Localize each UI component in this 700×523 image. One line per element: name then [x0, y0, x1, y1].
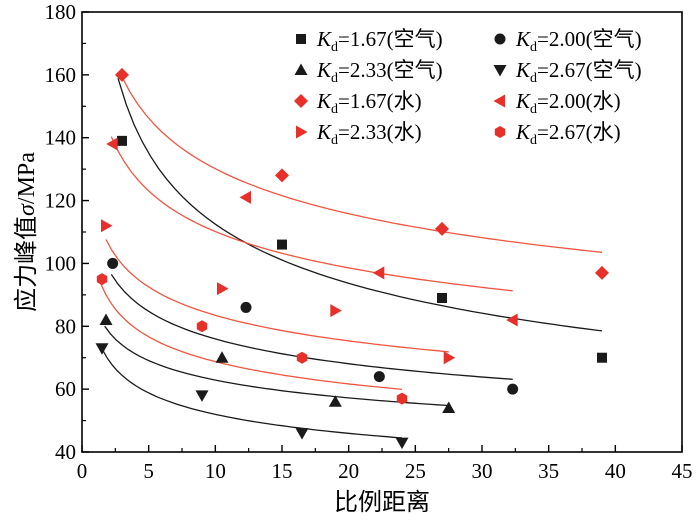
legend-marker-series-7 [296, 125, 308, 139]
data-point-series-4 [395, 437, 409, 450]
data-point-series-6 [239, 190, 251, 204]
legend-label-series-4: Kd=2.67(空气) [515, 58, 642, 86]
data-point-series-4 [95, 343, 109, 355]
legend-marker-series-4 [493, 65, 507, 77]
y-tick-label: 80 [55, 314, 76, 338]
x-tick-label: 0 [77, 459, 88, 483]
data-point-series-3 [442, 401, 456, 413]
x-tick-label: 35 [538, 459, 559, 483]
y-tick-label: 40 [55, 440, 76, 464]
x-tick-label: 40 [605, 459, 626, 483]
legend-marker-series-3 [294, 63, 308, 75]
x-tick-label: 25 [405, 459, 426, 483]
legend-label-series-1: Kd=1.67(空气) [316, 27, 443, 55]
data-point-series-3 [328, 395, 342, 407]
data-point-series-1 [597, 352, 607, 363]
y-tick-label: 160 [45, 63, 77, 87]
data-point-series-4 [195, 390, 209, 402]
legend-label-series-5: Kd=1.67(水) [316, 89, 422, 117]
legend-marker-series-6 [493, 94, 505, 108]
y-tick-label: 140 [45, 126, 77, 150]
data-point-series-6 [372, 266, 385, 280]
data-point-series-2 [240, 301, 252, 313]
y-tick-label: 180 [45, 0, 77, 24]
fit-curves [100, 76, 603, 439]
y-tick-label: 100 [45, 251, 77, 275]
data-point-series-3 [99, 313, 113, 325]
legend-marker-series-1 [296, 34, 306, 44]
legend-marker-series-2 [494, 33, 506, 45]
data-point-series-4 [295, 428, 309, 440]
legend-marker-series-8 [494, 126, 506, 138]
fit-curve-series-1 [117, 78, 603, 332]
legend-label-series-7: Kd=2.33(水) [316, 120, 422, 148]
y-tick-label: 60 [55, 377, 76, 401]
x-tick-label: 5 [143, 459, 154, 483]
data-point-series-7 [101, 219, 113, 233]
x-axis-title: 比例距离 [334, 489, 430, 516]
x-tick-label: 10 [205, 459, 226, 483]
legend-label-series-8: Kd=2.67(水) [515, 120, 621, 148]
data-point-series-5 [275, 168, 289, 183]
legend-label-series-6: Kd=2.00(水) [515, 89, 621, 117]
data-point-series-2 [107, 257, 119, 269]
x-tick-label: 20 [338, 459, 359, 483]
axis-ticks: 0 5 10 15 20 25 30 35 40 45 40 60 80 100 120 140 160 180 [45, 0, 693, 483]
y-axis-title: 应力峰值σ/MPa [13, 152, 40, 312]
x-tick-label: 45 [672, 459, 693, 483]
fit-curve-series-7 [105, 239, 449, 353]
data-point-series-7 [443, 351, 456, 365]
data-point-series-7 [217, 282, 229, 296]
data-point-series-1 [437, 293, 447, 303]
fit-curve-series-6 [110, 136, 513, 292]
data-point-series-8 [296, 351, 308, 364]
fit-curve-series-3 [104, 325, 449, 407]
legend-label-series-2: Kd=2.00(空气) [515, 27, 642, 55]
data-point-series-8 [196, 320, 208, 333]
fit-curve-series-4 [101, 348, 403, 439]
data-point-series-7 [330, 304, 342, 318]
fit-curve-series-8 [100, 283, 403, 391]
x-tick-label: 30 [472, 459, 493, 483]
legend-label-series-3: Kd=2.33(空气) [316, 58, 443, 86]
data-point-series-1 [277, 239, 287, 250]
data-point-series-2 [507, 383, 519, 395]
data-point-series-6 [106, 137, 118, 151]
data-points [95, 67, 609, 450]
data-point-series-1 [117, 135, 127, 146]
fit-curve-series-2 [110, 274, 513, 380]
data-point-series-6 [506, 313, 518, 327]
data-point-series-2 [373, 371, 385, 383]
data-point-series-5 [595, 265, 609, 280]
data-point-series-5 [435, 221, 449, 236]
data-point-series-3 [215, 351, 229, 363]
y-tick-label: 120 [45, 189, 77, 213]
data-point-series-8 [396, 392, 408, 405]
data-point-series-8 [96, 273, 108, 286]
data-point-series-5 [115, 67, 129, 82]
fit-curve-series-5 [121, 76, 603, 253]
x-tick-label: 15 [272, 459, 293, 483]
legend-marker-series-5 [294, 94, 308, 108]
legend: Kd=1.67(空气) Kd=2.00(空气) Kd=2.33(空气) Kd=2.67… [294, 27, 642, 148]
